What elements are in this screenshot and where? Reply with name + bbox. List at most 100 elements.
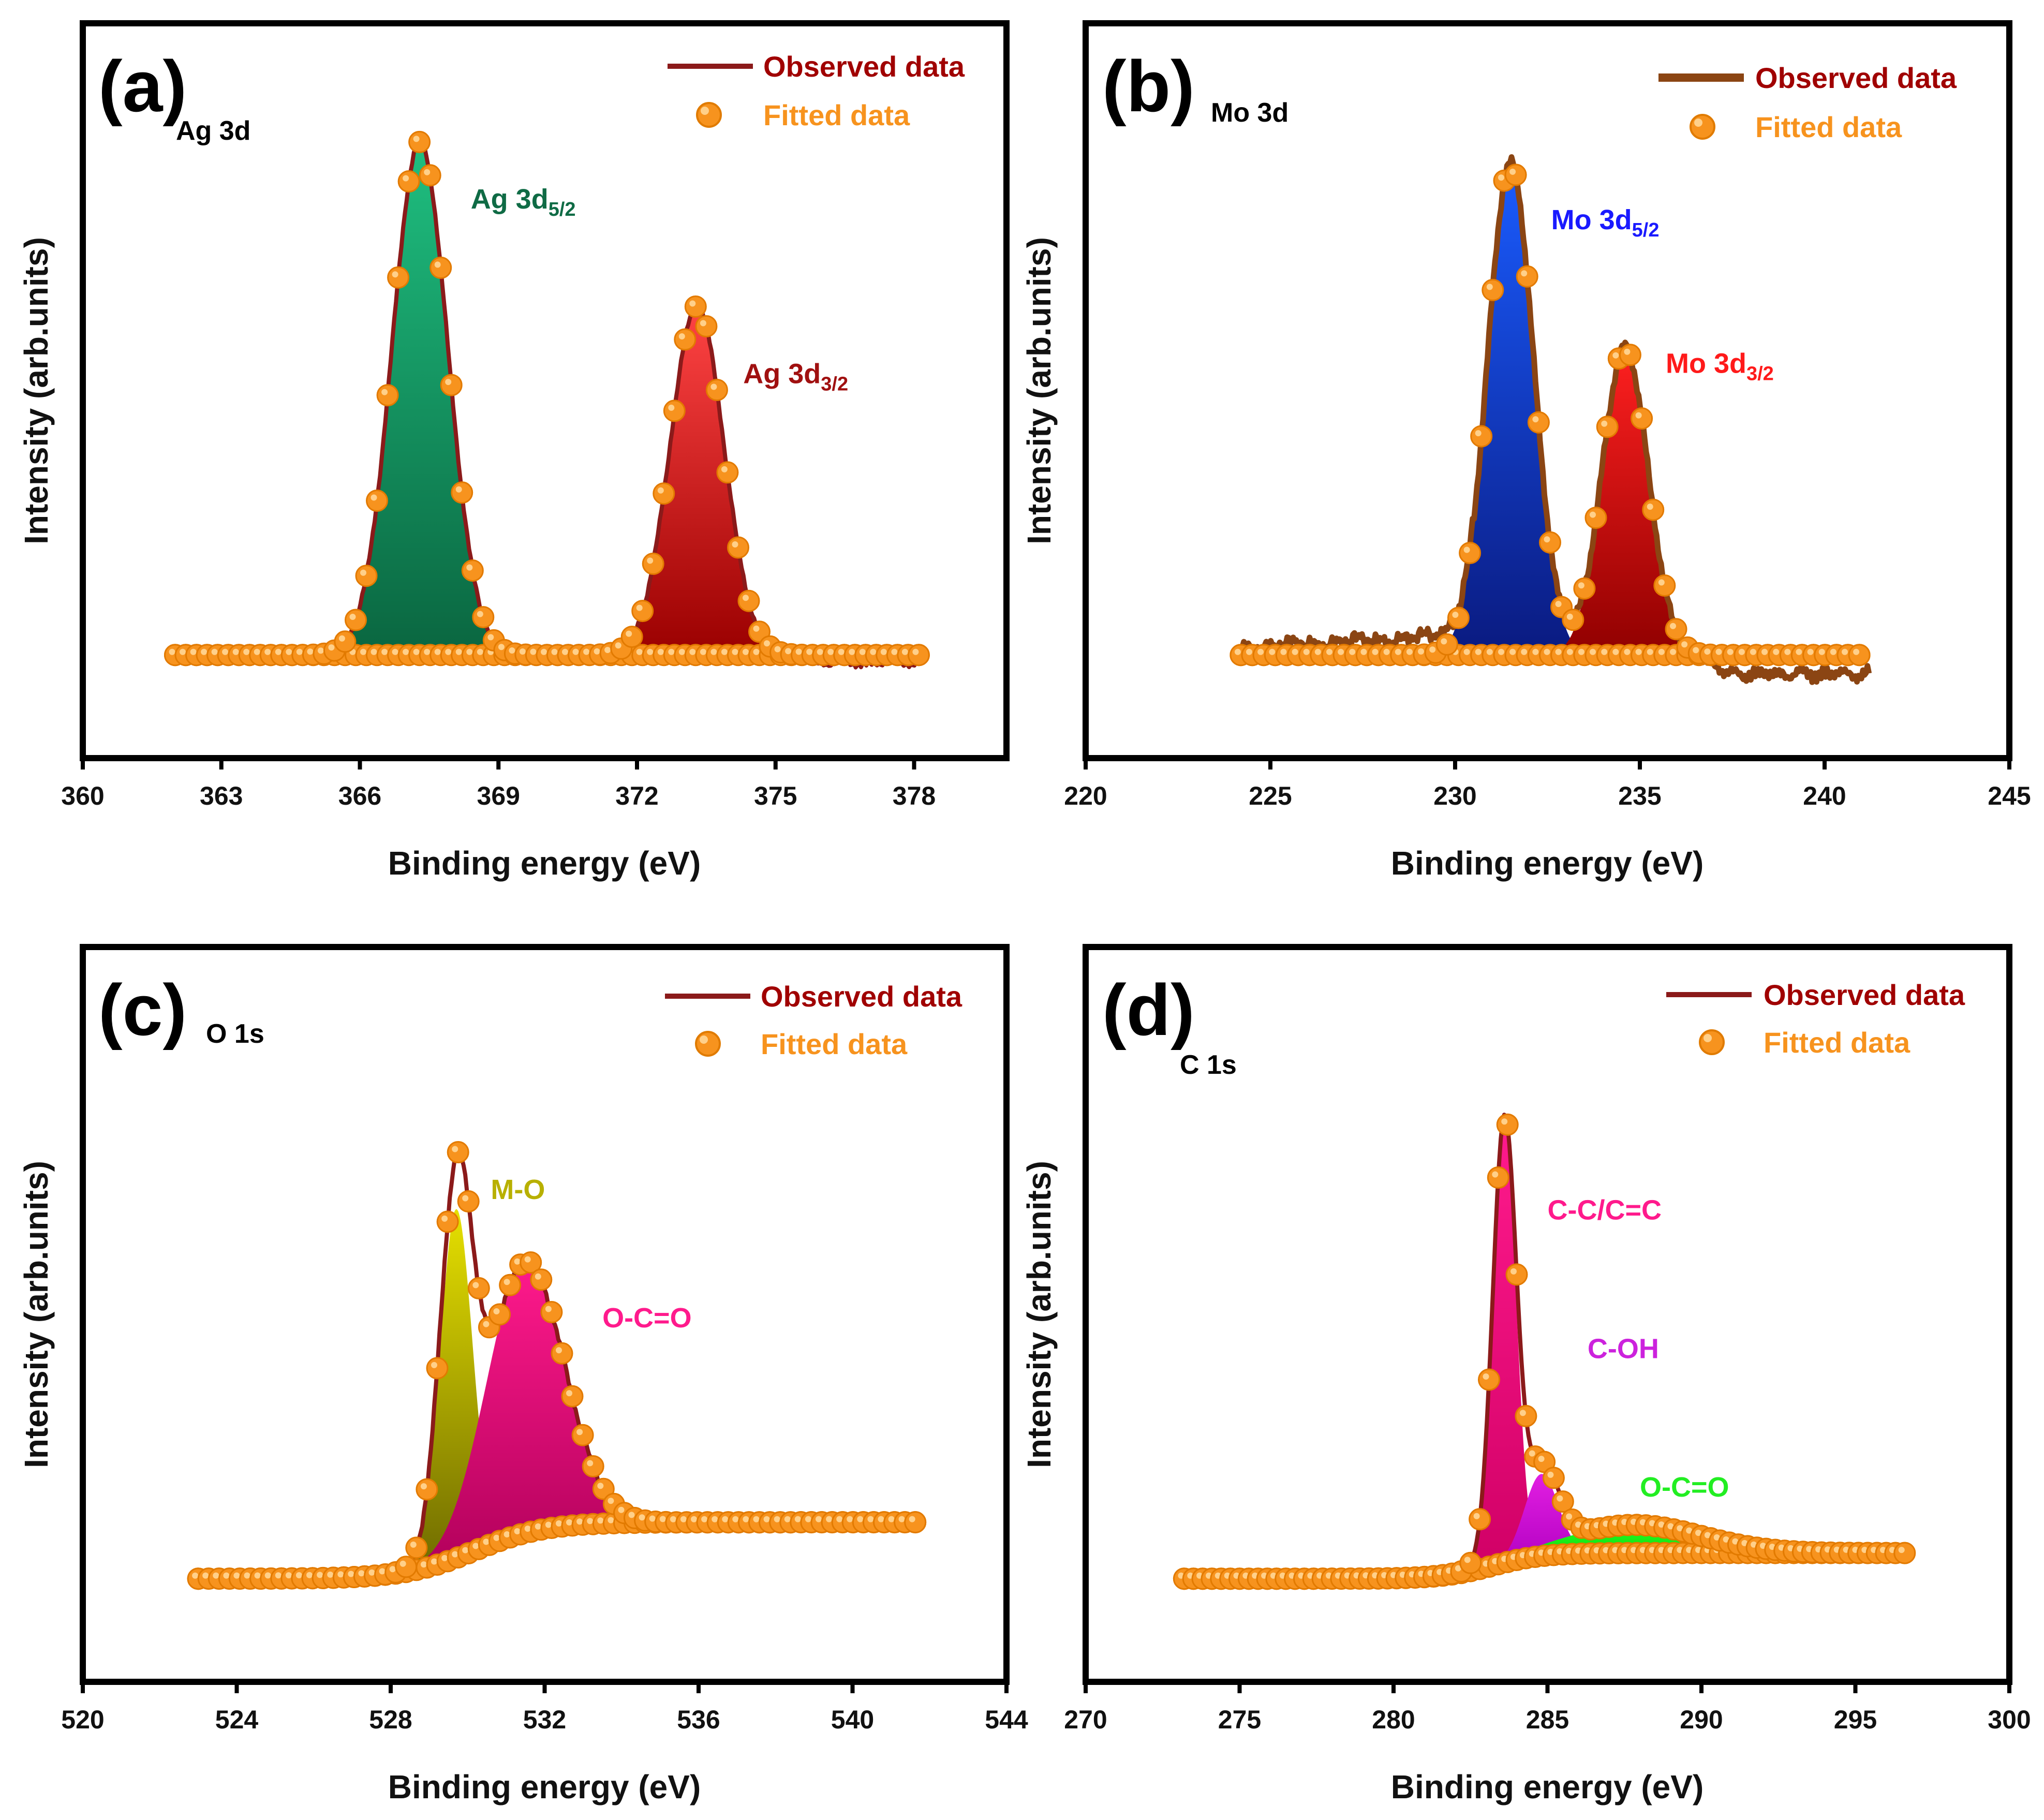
fitted-data-point: [1496, 1113, 1519, 1136]
fitted-data-point: [376, 384, 399, 407]
fitted-data-point-highlight: [455, 486, 462, 493]
fitted-data-point-highlight: [233, 1572, 240, 1579]
fitted-data-point-highlight: [530, 648, 537, 655]
fitted-data-point-highlight: [1486, 284, 1493, 290]
peak-fill: [320, 142, 520, 655]
x-tick-label: 540: [831, 1705, 874, 1734]
peak-label: C-C/C=C: [1548, 1195, 1662, 1226]
fitted-data-point: [716, 461, 739, 484]
fitted-data-point-highlight: [1695, 1530, 1701, 1536]
fitted-background-point-highlight: [431, 1558, 437, 1565]
fitted-background-point-highlight: [647, 648, 654, 655]
fitted-data-point: [1504, 164, 1527, 186]
fitted-background-point-highlight: [472, 1543, 479, 1549]
observed-data-line: [1239, 154, 1872, 685]
fitted-data-point-highlight: [327, 1571, 334, 1578]
fitted-data-point: [1542, 1467, 1565, 1489]
fitted-data-point-highlight: [1590, 511, 1596, 518]
fitted-background-point-highlight: [1578, 648, 1584, 655]
fitted-data-point-highlight: [222, 648, 229, 655]
fitted-data-point-highlight: [659, 1516, 666, 1522]
fitted-data-point-highlight: [816, 1516, 822, 1522]
legend-fitted-label: Fitted data: [1755, 111, 1902, 143]
peak-fill: [1462, 1127, 1547, 1573]
fitted-background-point-highlight: [1498, 648, 1504, 655]
fitted-data-point-highlight: [338, 635, 345, 642]
fitted-background-point-highlight: [545, 1521, 552, 1528]
fitted-data-point-highlight: [1750, 648, 1756, 655]
fitted-data-point-highlight: [1383, 648, 1390, 655]
fitted-data-point: [419, 164, 441, 187]
fitted-data-point: [1584, 507, 1607, 529]
curves: [187, 1141, 927, 1590]
legend-fitted-marker-highlight: [1704, 1034, 1712, 1042]
fitted-data-point-highlight: [849, 648, 855, 655]
fitted-data-point: [1515, 1404, 1537, 1427]
fitted-data-point-highlight: [1727, 648, 1734, 655]
fitted-data-point-highlight: [1647, 504, 1653, 510]
fitted-data-point: [1435, 633, 1458, 656]
fitted-data-point-highlight: [1360, 648, 1367, 655]
fitted-data-point-highlight: [349, 614, 356, 620]
fitted-data-point: [663, 399, 686, 422]
x-tick-label: 372: [615, 781, 658, 810]
fitted-background-point-highlight: [441, 1555, 448, 1561]
fitted-data-point-highlight: [1292, 648, 1298, 655]
legend-fitted-label: Fitted data: [1764, 1026, 1910, 1059]
fitted-data-point-highlight: [670, 1516, 676, 1522]
plot-frame: [80, 20, 1010, 761]
fitted-data-point-highlight: [306, 1572, 313, 1578]
x-tick-label: 366: [338, 781, 381, 810]
peak-label: Mo 3d3/2: [1666, 348, 1774, 384]
fitted-data-point-highlight: [785, 648, 792, 655]
x-tick-label: 536: [677, 1705, 720, 1734]
peak-label: C-OH: [1588, 1333, 1659, 1364]
fitted-data-point-highlight: [295, 1572, 302, 1578]
x-tick-label: 295: [1834, 1705, 1877, 1734]
peak-label: Mo 3d5/2: [1551, 204, 1660, 241]
fitted-data-point-highlight: [562, 648, 568, 655]
x-tick-label: 524: [215, 1705, 259, 1734]
fitted-data-point-highlight: [710, 383, 717, 390]
fitted-data-point-highlight: [583, 648, 590, 655]
fitted-data-point-highlight: [348, 1571, 354, 1577]
fitted-data-point: [397, 170, 420, 193]
fitted-data-point-highlight: [413, 136, 420, 142]
fitted-data-point: [488, 1303, 511, 1326]
fitted-background-point-highlight: [493, 1534, 500, 1541]
fitted-background-point-highlight: [455, 648, 462, 655]
x-tick-label: 369: [477, 781, 520, 810]
fitted-background-point-highlight: [1475, 648, 1482, 655]
fitted-data-point-highlight: [389, 1566, 396, 1573]
legend-fitted-marker: [695, 1031, 721, 1057]
fitted-data-point: [355, 565, 378, 587]
fitted-data-point-highlight: [1738, 648, 1745, 655]
fitted-data-point-highlight: [434, 261, 441, 268]
x-tick-label: 375: [754, 781, 797, 810]
fitted-data-point: [1848, 644, 1871, 667]
peak-label: O-C=O: [1640, 1472, 1729, 1503]
fitted-background-point-highlight: [514, 1528, 521, 1534]
panel-b: 220 225 230 235 240 245 (b) Mo 3d Mo 3d5/2Mo …: [1020, 20, 2031, 882]
fitted-background-point-highlight: [413, 648, 420, 655]
x-tick-label: 230: [1433, 781, 1476, 810]
x-axis-label: Binding energy (eV): [388, 1768, 701, 1806]
fitted-background-point-highlight: [424, 648, 431, 655]
fitted-data-point-highlight: [1635, 412, 1642, 419]
fitted-data-point-highlight: [307, 648, 314, 655]
legend-fitted-marker-highlight: [700, 1035, 708, 1044]
fitted-data-point-highlight: [795, 648, 802, 655]
curves: [164, 130, 930, 670]
fitted-data-point-highlight: [867, 1516, 874, 1522]
fitted-data-point-highlight: [701, 1516, 708, 1522]
legend-observed-label: Observed data: [763, 50, 965, 83]
peak-label: M-O: [491, 1174, 545, 1205]
fitted-data-point-highlight: [691, 1516, 697, 1522]
fitted-data-point: [1447, 606, 1470, 629]
fitted-data-point: [1539, 531, 1561, 554]
fitted-data-point: [467, 1277, 490, 1299]
fitted-data-point-highlight: [743, 595, 749, 601]
fitted-data-point-highlight: [328, 644, 335, 651]
x-axis: 220 225 230 235 240 245: [1064, 758, 2031, 810]
fitted-data-point-highlight: [817, 648, 823, 655]
